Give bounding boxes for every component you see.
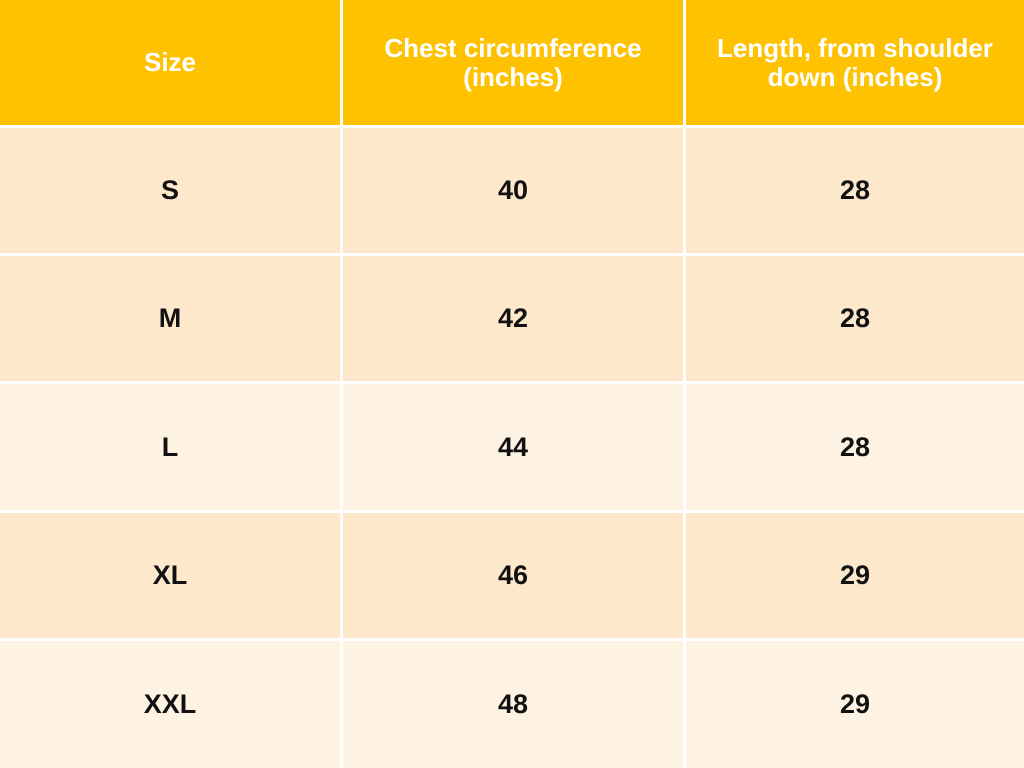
cell-size: M (0, 256, 340, 381)
header-size: Size (0, 0, 340, 125)
cell-size: XXL (0, 641, 340, 768)
cell-chest: 48 (343, 641, 683, 768)
header-length: Length, from shoulder down (inches) (686, 0, 1024, 125)
cell-size: S (0, 128, 340, 253)
cell-chest: 44 (343, 384, 683, 510)
cell-chest: 40 (343, 128, 683, 253)
header-chest: Chest circumference (inches) (343, 0, 683, 125)
cell-chest: 46 (343, 513, 683, 638)
cell-size: L (0, 384, 340, 510)
cell-length: 28 (686, 256, 1024, 381)
cell-size: XL (0, 513, 340, 638)
cell-length: 29 (686, 513, 1024, 638)
cell-length: 29 (686, 641, 1024, 768)
cell-length: 28 (686, 384, 1024, 510)
cell-chest: 42 (343, 256, 683, 381)
cell-length: 28 (686, 128, 1024, 253)
